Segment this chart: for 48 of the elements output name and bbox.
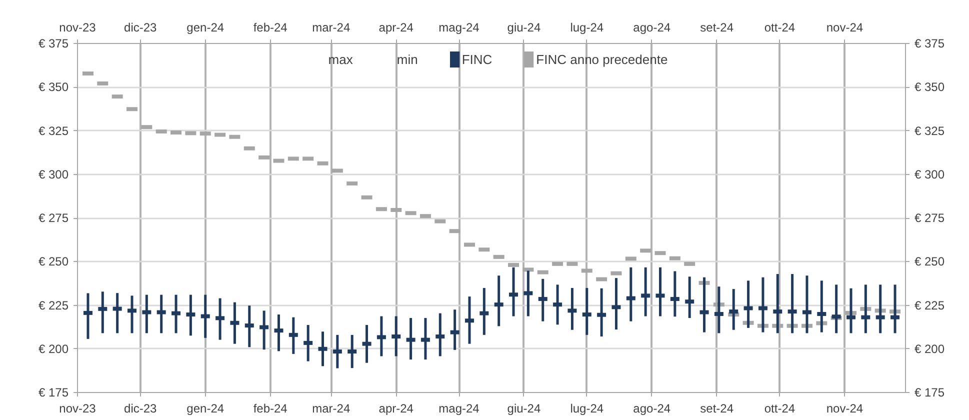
x2-tick-label: nov-23 <box>59 20 96 34</box>
y-tick-label: € 200 <box>38 342 69 356</box>
y-tick-label: € 250 <box>38 254 69 269</box>
y2-tick-label: € 375 <box>914 36 945 50</box>
legend-label: FINC <box>462 52 492 66</box>
annotation: min <box>396 52 418 66</box>
annotation: max <box>328 52 353 66</box>
y2-tick-label: € 225 <box>914 298 945 312</box>
x2-tick-label: lug-24 <box>570 20 604 34</box>
x-tick-label: dic-23 <box>124 402 158 416</box>
y-tick-label: € 275 <box>38 211 69 225</box>
x-tick-label: ago-24 <box>633 402 671 416</box>
x-tick-label: feb-24 <box>253 402 288 416</box>
x2-tick-label: ott-24 <box>764 20 796 34</box>
x2-tick-label: apr-24 <box>378 20 414 34</box>
x-tick-label: gen-24 <box>186 402 224 416</box>
y2-tick-label: € 200 <box>914 342 945 356</box>
x-tick-label: nov-23 <box>59 402 96 416</box>
y-tick-label: € 350 <box>38 80 69 94</box>
legend-label: FINC anno precedente <box>536 52 668 66</box>
y-tick-label: € 175 <box>38 386 69 400</box>
y2-tick-label: € 275 <box>914 211 945 225</box>
y2-tick-label: € 350 <box>914 80 945 94</box>
x-tick-label: giu-24 <box>507 402 541 416</box>
x2-tick-label: feb-24 <box>253 20 288 34</box>
y2-tick-label: € 300 <box>914 167 945 182</box>
y2-tick-label: € 250 <box>914 254 945 269</box>
y-tick-label: € 300 <box>38 167 69 182</box>
x-tick-label: ott-24 <box>764 402 796 416</box>
x-tick-label: mar-24 <box>312 402 350 416</box>
x2-tick-label: mar-24 <box>312 20 350 34</box>
x-tick-label: nov-24 <box>826 402 864 416</box>
x-tick-label: lug-24 <box>570 402 604 416</box>
x-tick-label: mag-24 <box>438 402 480 416</box>
y2-tick-label: € 325 <box>914 124 945 138</box>
x2-tick-label: dic-23 <box>124 20 158 34</box>
x-tick-label: apr-24 <box>378 402 414 416</box>
y-tick-label: € 375 <box>38 36 69 50</box>
x2-tick-label: nov-24 <box>826 20 864 34</box>
x2-tick-label: giu-24 <box>507 20 541 34</box>
y-tick-label: € 325 <box>38 124 69 138</box>
x2-tick-label: set-24 <box>700 20 734 34</box>
x2-tick-label: gen-24 <box>186 20 224 34</box>
y-tick-label: € 225 <box>38 298 69 312</box>
x2-tick-label: ago-24 <box>633 20 671 34</box>
x2-tick-label: mag-24 <box>438 20 480 34</box>
x-tick-label: set-24 <box>700 402 734 416</box>
y2-tick-label: € 175 <box>914 386 945 400</box>
